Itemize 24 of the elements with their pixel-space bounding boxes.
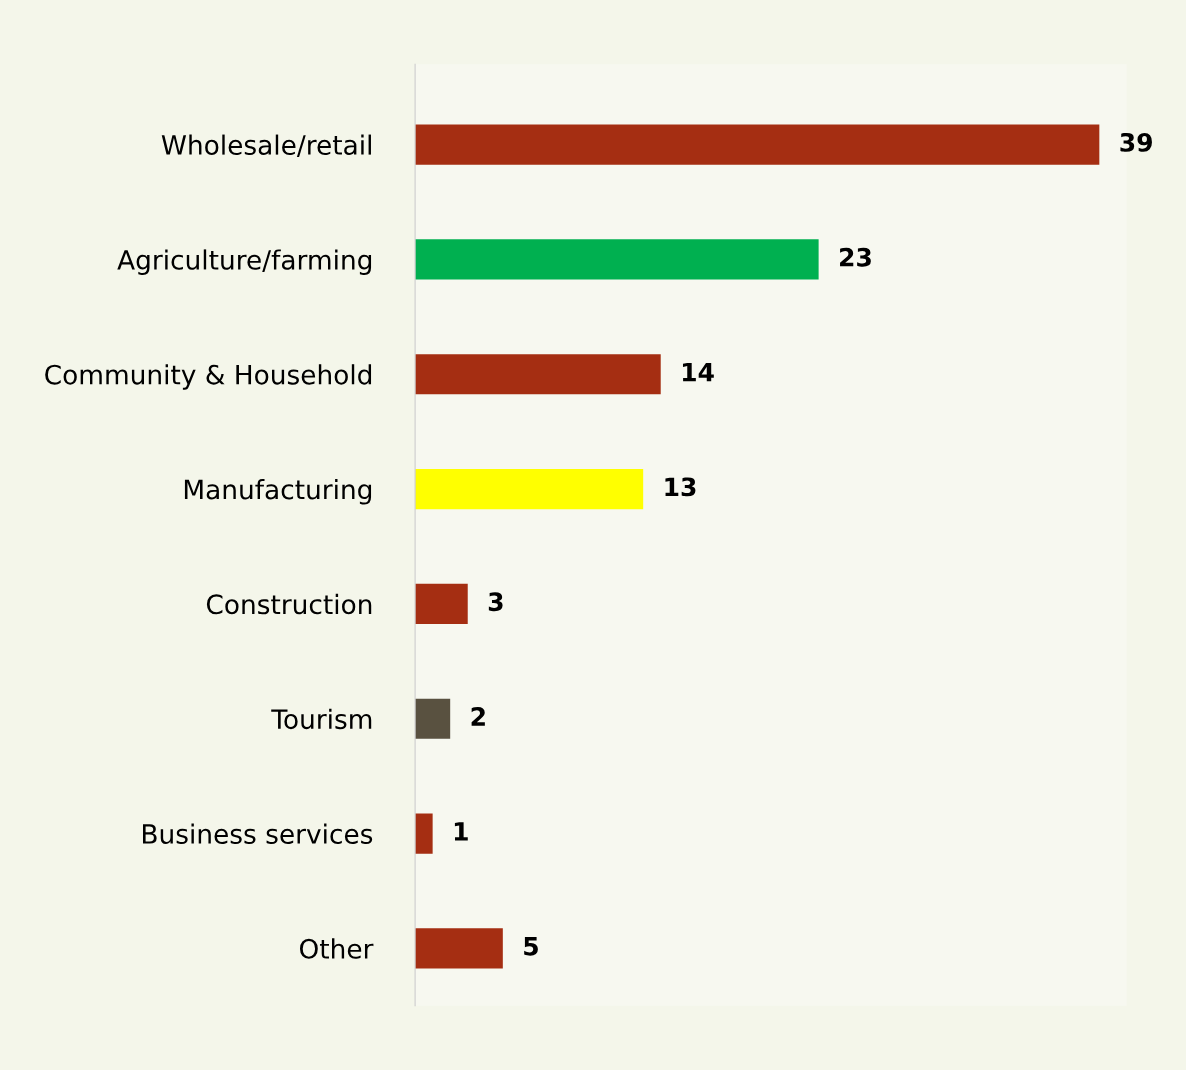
bar (415, 813, 433, 854)
data-label: 14 (682, 362, 714, 382)
bar (415, 124, 1100, 165)
bar (415, 928, 503, 969)
data-label: 23 (840, 247, 871, 267)
y-tick-label: Tourism (271, 708, 372, 730)
bar (415, 239, 819, 280)
y-tick-label: Other (299, 938, 374, 959)
y-tick-label: Wholesale/retail (161, 134, 371, 158)
data-label: 2 (471, 707, 485, 726)
data-label: 3 (488, 592, 503, 612)
data-label: 13 (665, 477, 696, 497)
y-tick-label: Manufacturing (184, 479, 372, 505)
bar (415, 468, 644, 510)
y-tick-label: Community & Household (45, 364, 372, 390)
bar (415, 354, 661, 395)
y-tick-label: Agriculture/farming (117, 249, 372, 275)
data-label: 39 (1120, 132, 1152, 152)
data-label: 5 (524, 937, 538, 956)
bar (415, 583, 468, 624)
data-label: 1 (454, 822, 468, 841)
bar (415, 698, 451, 739)
y-tick-label: Business services (143, 823, 373, 844)
y-tick-label: Construction (206, 593, 372, 615)
